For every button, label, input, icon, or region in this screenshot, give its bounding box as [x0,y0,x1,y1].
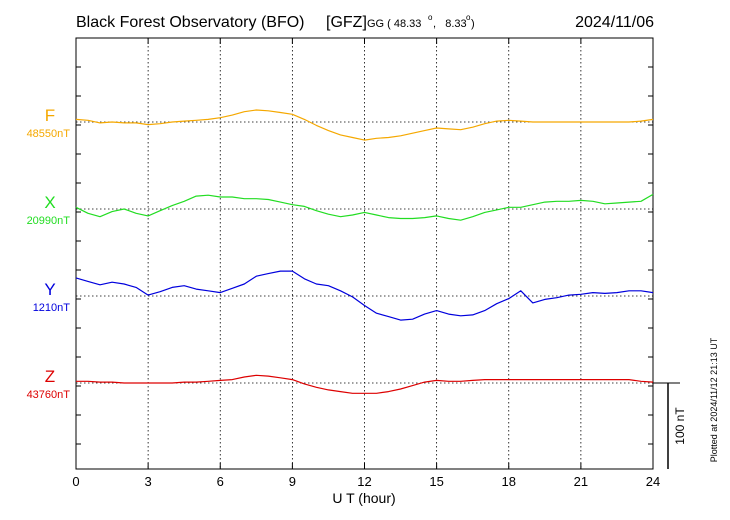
degree-mark-1: o [428,13,433,22]
degree-mark-2: o [466,13,471,22]
x-tick-label-9: 9 [289,474,296,489]
x-tick-label-18: 18 [502,474,516,489]
series-line-F [75,109,654,141]
series-baseline-label-Y: 1210nT [33,302,71,314]
series-name-F: F [45,106,55,125]
x-tick-label-24: 24 [646,474,660,489]
coords-prefix: GG ( 48.33 [367,18,421,30]
series-line-X [75,193,654,221]
x-tick-label-12: 12 [357,474,371,489]
plotted-at-note: Plotted at 2024/11/12 21:13 UT [709,337,719,462]
scale-bar-label: 100 nT [673,407,687,445]
series-line-Z [76,374,654,394]
x-axis-label: U T (hour) [332,490,395,506]
scale-bar: 100 nT [653,382,687,469]
series-name-X: X [44,193,55,212]
series-baseline-label-F: 48550nT [27,128,71,140]
x-tick-label-0: 0 [72,474,79,489]
series-labels: F 48550nT X 20990nT Y 1210nT Z 43760nT [27,106,71,401]
coords-suffix: ) [471,18,475,30]
series-name-Y: Y [44,280,55,299]
series-name-Z: Z [45,367,55,386]
x-ticks: 0 3 6 9 12 15 18 21 24 [72,38,660,489]
x-tick-label-21: 21 [574,474,588,489]
chart-date: 2024/11/06 [575,14,654,31]
chart-title: Black Forest Observatory (BFO) [76,14,305,31]
series-baseline-label-Z: 43760nT [27,389,71,401]
x-tick-label-15: 15 [429,474,443,489]
grid [147,38,582,469]
source-label: [GFZ] [326,14,367,31]
coords-mid: , 8.33 [433,18,467,30]
series-baseline-label-X: 20990nT [27,215,71,227]
baselines [76,121,653,384]
x-tick-label-6: 6 [217,474,224,489]
series-lines [75,109,654,394]
series-line-Y [75,270,654,321]
x-tick-label-3: 3 [145,474,152,489]
